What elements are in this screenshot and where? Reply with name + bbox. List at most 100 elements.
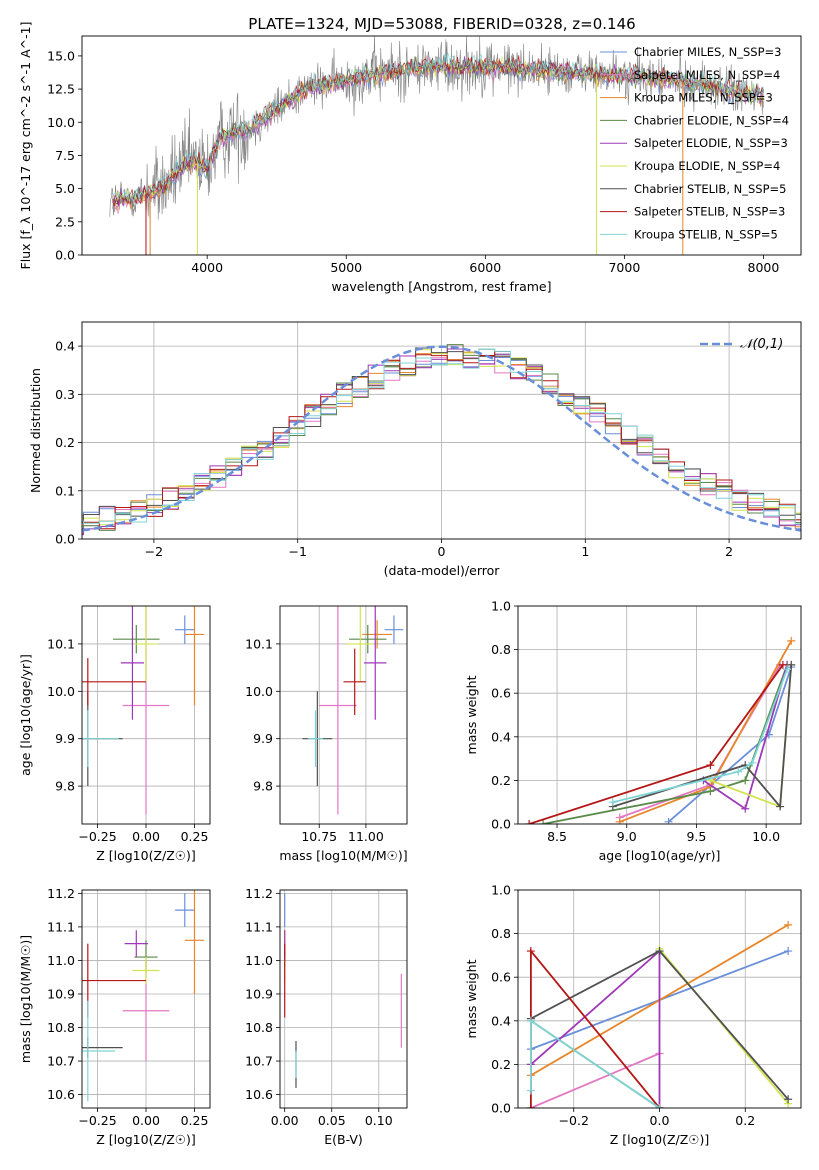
x-axis-label: wavelength [Angstrom, rest frame] [331,279,551,294]
weight-point [784,920,793,929]
x-axis-label: Z [log10(Z/Z☉)] [96,848,196,863]
series-salpeter_stelib [525,660,787,824]
x-axis-label: mass [log10(M/M☉)] [279,848,407,863]
legend-label: Chabrier MILES, N_SSP=3 [634,45,781,59]
y-tick-label: 1.0 [491,599,511,614]
histogram-salpeter_stelib [82,351,801,530]
y-axis-label: Flux [f_λ 10^-17 erg cm^-2 s^-1 A^-1] [18,22,33,270]
weight-point [787,636,796,645]
axes-frame [81,321,802,540]
y-tick-label: 0.2 [55,435,75,450]
weight-point [741,776,750,785]
errorbar-salpeter_elodie [124,930,148,958]
errorbar-chabrier_elodie [113,624,160,654]
legend-label: Chabrier STELIB, N_SSP=5 [634,182,786,196]
x-tick-label: 8000 [748,260,780,275]
weight-point [706,761,715,770]
normal-curve [82,345,801,532]
y-tick-label: 10.9 [245,986,273,1001]
y-tick-label: 2.5 [55,214,75,229]
x-tick-label: 0.00 [132,829,160,844]
y-tick-label: 0.2 [491,1057,511,1072]
weight-point [734,767,743,776]
x-axis-label: (data-model)/error [384,563,501,578]
y-tick-label: 0.3 [55,387,75,402]
y-tick-label: 10.8 [47,1020,75,1035]
errorbar-salpeter_elodie [364,606,387,720]
panel-spectrum: 4000 5000 6000 7000 8000 0.0 2.5 5.0 7.5 10.0 12.5… [18,22,802,294]
histogram-kroupa_elodie [82,349,801,526]
weight-point [664,817,673,824]
y-axis-label: Normed distribution [28,368,43,493]
x-tick-label: 0.00 [132,1113,160,1128]
x-tick-label: 11.00 [348,829,384,844]
axes-frame [279,889,408,1109]
y-tick-label: 10.0 [245,684,273,699]
histogram-chabrier_miles [82,357,801,534]
x-tick-label: 0.00 [271,1113,299,1128]
legend-label: Salpeter STELIB, N_SSP=3 [634,205,785,219]
axes-frame [517,605,802,825]
y-tick-label: 10.1 [245,636,273,651]
weight-point [615,817,624,824]
y-axis-label: mass [log10(M/M☉)] [18,935,33,1063]
errorbar-chabrier_elodie [349,624,387,654]
y-tick-label: 9.8 [253,779,273,794]
legend-label: Salpeter MILES, N_SSP=4 [634,68,780,82]
legend-label: 𝒩(0,1) [740,337,783,352]
x-tick-label: 6000 [469,260,501,275]
errorbar-kroupa_stelib [82,710,119,768]
weight-line [530,948,661,1108]
y-tick-label: 0.4 [491,729,511,744]
y-tick-label: 10.9 [47,986,75,1001]
x-tick-label: 0 [438,544,446,559]
histogram-salpeter_elodie [82,348,801,536]
errorbar-kroupa_stelib [82,1000,115,1102]
errorbar-kroupa_miles [184,890,205,994]
axes-frame [279,605,408,825]
y-tick-label: 0.0 [491,1101,511,1116]
x-tick-label: 0.0 [650,1113,670,1128]
y-tick-label: 12.5 [47,82,75,97]
series-chabrier_elodie [539,660,792,824]
y-tick-label: 15.0 [47,48,75,63]
y-axis-label: mass weight [464,675,479,754]
x-tick-label: −0.2 [559,1113,589,1128]
y-tick-label: 10.7 [245,1054,273,1069]
y-tick-label: 9.9 [253,731,273,746]
histogram-salpeter_miles [82,344,801,527]
errorbar-kroupa_miles [184,606,205,706]
spectrum-legend: Chabrier MILES, N_SSP=3 Salpeter MILES, N… [600,45,789,241]
x-tick-label: 0.05 [318,1113,346,1128]
figure-title: PLATE=1324, MJD=53088, FIBERID=0328, z=0… [248,15,635,33]
y-tick-label: 9.8 [55,779,75,794]
weight-point [655,947,664,956]
x-tick-label: −1 [288,544,306,559]
y-tick-label: 11.2 [47,886,75,901]
x-tick-label: 0.25 [181,829,209,844]
y-tick-label: 5.0 [55,181,75,196]
model-spectrum-salpeter_stelib [112,55,764,207]
errorbar-salpeter_elodie [120,606,145,720]
axes-frame [81,35,802,256]
weight-point [525,820,534,824]
errorbar-kroupa_stelib [308,710,323,768]
series-kroupa_stelib [608,665,792,807]
errorbar-chabrier_miles [175,615,195,644]
y-tick-label: 0.0 [491,817,511,832]
y-tick-label: 10.1 [47,636,75,651]
y-tick-label: 1.0 [491,883,511,898]
y-tick-label: 9.9 [55,731,75,746]
legend-label: Kroupa ELODIE, N_SSP=4 [634,159,780,173]
axes-frame [517,889,802,1109]
panel-residuals: −2 −1 0 1 2 0.0 0.1 0.2 0.3 0.4 (data-model)/error… [28,321,802,578]
weight-line [612,668,788,804]
y-tick-label: 0.1 [55,483,75,498]
legend-label: Chabrier ELODIE, N_SSP=4 [634,113,789,127]
x-tick-label: 0.10 [365,1113,393,1128]
x-tick-label: 7000 [608,260,640,275]
axes-frame [81,605,211,825]
y-tick-label: 11.1 [245,919,273,934]
y-tick-label: 0.8 [491,642,511,657]
